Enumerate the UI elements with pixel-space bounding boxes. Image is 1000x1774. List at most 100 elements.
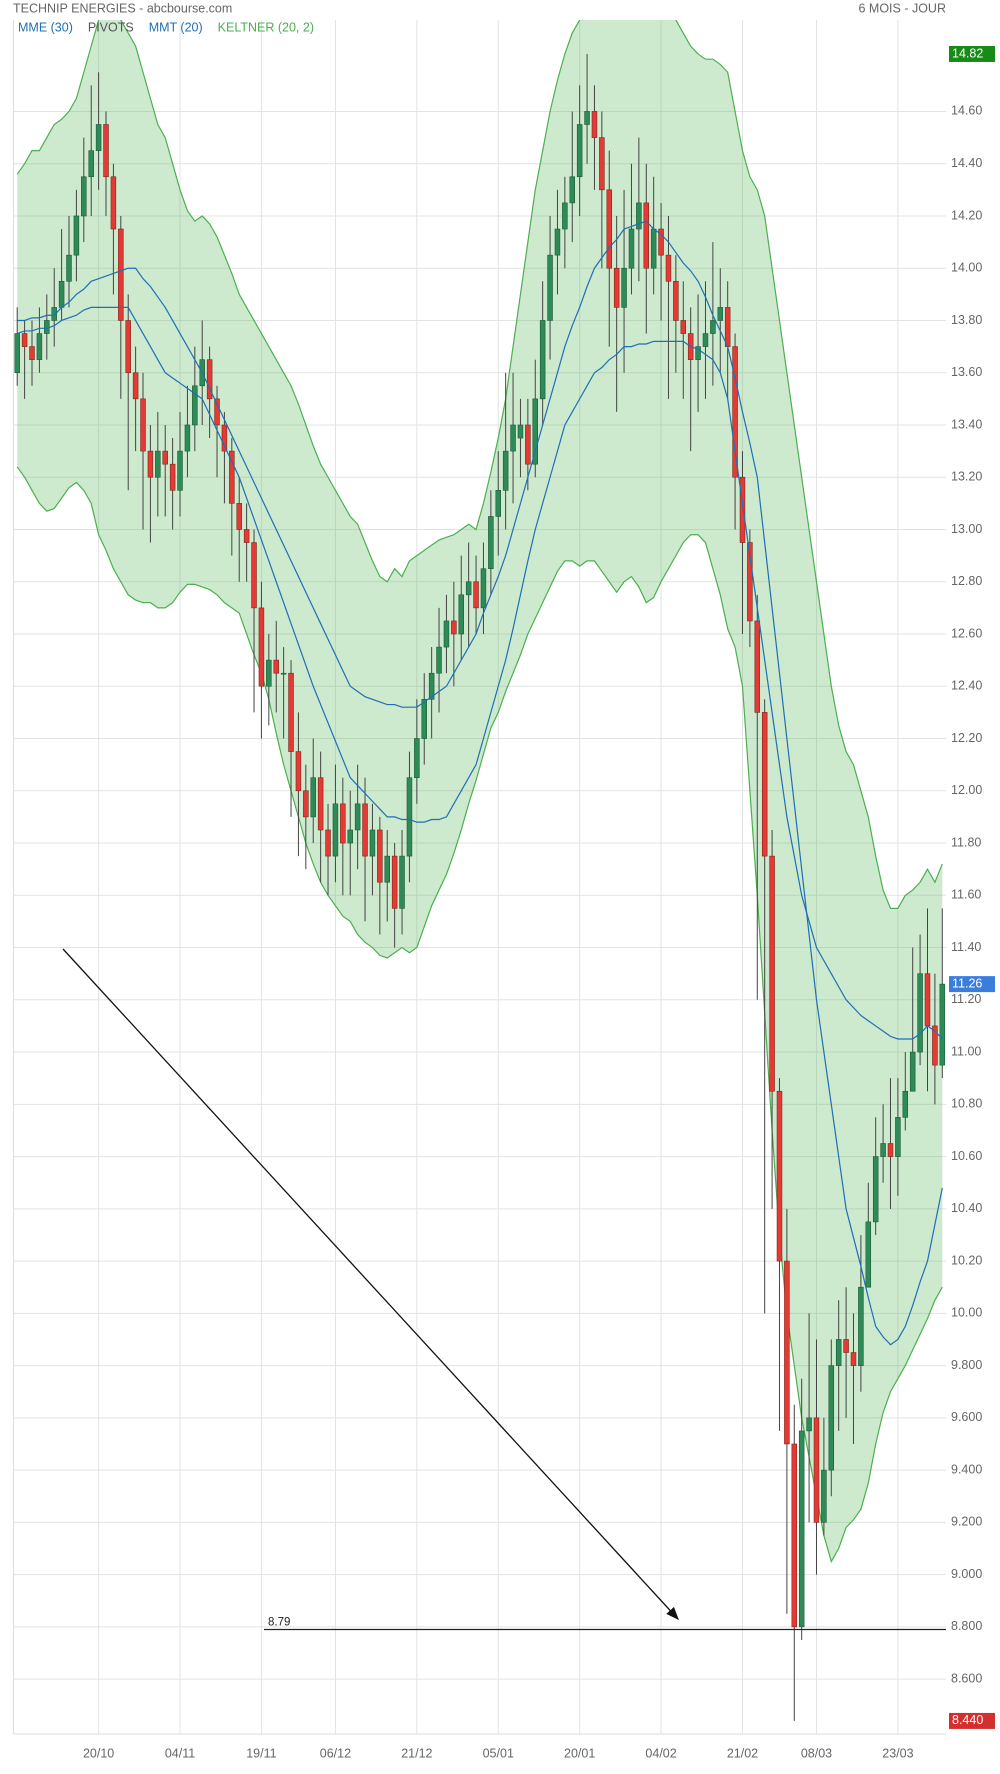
price-marker-label: 8.440	[952, 1713, 983, 1727]
candle-body	[340, 803, 346, 844]
candle-body	[110, 176, 117, 230]
y-tick-label: 8.600	[951, 1671, 982, 1685]
candle-body	[591, 111, 598, 138]
candle-body	[872, 1156, 879, 1223]
candle-body	[502, 450, 509, 491]
candle-body	[887, 1143, 894, 1157]
x-tick-label: 23/03	[882, 1746, 913, 1760]
candle-body	[562, 202, 568, 230]
plot-area	[14, 20, 946, 1721]
y-tick-label: 9.000	[951, 1567, 982, 1581]
candle-body	[428, 672, 435, 700]
candle-body	[369, 829, 376, 857]
y-tick-label: 11.00	[951, 1044, 981, 1058]
candle-body	[473, 581, 479, 609]
keltner-upper	[16, 20, 943, 909]
x-tick-label: 06/12	[320, 1746, 351, 1760]
ma-line	[16, 306, 943, 1040]
trend-arrow	[62, 948, 679, 1620]
candle-body	[717, 307, 724, 321]
candle-body	[458, 594, 464, 635]
candle-body	[902, 1090, 909, 1118]
x-tick-label: 05/01	[483, 1746, 514, 1760]
candle-body	[21, 333, 28, 347]
candle-body	[406, 777, 413, 857]
candle-body	[569, 176, 576, 204]
candle-body	[347, 829, 353, 844]
candle-body	[658, 228, 664, 256]
candle-body	[628, 228, 635, 269]
candle-body	[895, 1117, 901, 1157]
candle-body	[58, 280, 65, 308]
candle-body	[880, 1143, 886, 1157]
candle-body	[140, 398, 146, 452]
y-tick-label: 11.40	[951, 940, 981, 954]
candle-body	[169, 463, 176, 491]
candle-body	[29, 346, 35, 360]
y-tick-label: 13.40	[951, 417, 982, 431]
candle-body	[769, 855, 775, 1092]
candle-body	[81, 176, 87, 217]
y-tick-label: 14.20	[951, 208, 982, 222]
x-tick-label: 20/10	[83, 1746, 114, 1760]
y-tick-label: 10.80	[951, 1097, 982, 1111]
candle-body	[739, 476, 746, 543]
x-tick-label: 08/03	[801, 1746, 832, 1760]
candle-body	[325, 829, 331, 857]
candle-body	[754, 620, 761, 713]
y-tick-label: 13.00	[951, 522, 982, 536]
y-tick-label: 9.800	[951, 1358, 982, 1372]
candle-body	[673, 280, 679, 321]
candle-body	[95, 124, 102, 151]
candle-body	[650, 228, 657, 269]
candle-body	[532, 398, 538, 465]
legend-entry: PIVOTS	[88, 20, 134, 34]
x-tick-label: 04/11	[165, 1746, 195, 1760]
y-tick-label: 12.20	[951, 731, 982, 745]
y-tick-label: 9.200	[951, 1515, 982, 1529]
candle-body	[206, 359, 213, 400]
candle-body	[214, 398, 220, 426]
overlay: 8.600 8.800 9.000 9.200 9.400 9.600 9.800 10.00…	[18, 20, 995, 1760]
candle-body	[932, 1025, 938, 1066]
candle-body	[384, 855, 390, 883]
ma-line	[17, 220, 943, 1346]
candle-body	[251, 542, 257, 609]
candle-body	[443, 620, 450, 648]
candle-body	[436, 646, 442, 674]
candle-body	[858, 1286, 864, 1366]
candle-body	[917, 973, 923, 1053]
candle-body	[73, 215, 80, 256]
y-tick-label: 12.00	[951, 783, 982, 797]
candle-body	[66, 254, 72, 282]
candle-body	[125, 320, 131, 374]
candle-body	[258, 607, 265, 687]
candle-body	[665, 254, 672, 282]
candle-body	[539, 320, 546, 400]
y-tick-label: 8.800	[951, 1619, 982, 1633]
legend-entry: KELTNER (20, 2)	[218, 20, 314, 34]
candle-body	[710, 320, 716, 334]
x-tick-label: 20/01	[564, 1746, 595, 1760]
candle-body	[399, 855, 405, 909]
candle-body	[377, 829, 383, 883]
candle-body	[643, 202, 650, 269]
y-tick-label: 12.80	[951, 574, 982, 588]
y-tick-label: 14.00	[951, 261, 982, 275]
level-label: 8.79	[268, 1617, 290, 1629]
candle-body	[295, 751, 302, 792]
candle-body	[184, 424, 191, 452]
candle-body	[354, 803, 361, 831]
candle-body	[821, 1469, 827, 1523]
candle-body	[488, 516, 494, 569]
y-tick-label: 9.600	[951, 1410, 982, 1424]
y-tick-label: 10.00	[951, 1306, 982, 1320]
candle-body	[613, 267, 620, 308]
chart-subtitle: 6 MOIS - JOUR	[858, 1, 946, 15]
candle-body	[843, 1339, 849, 1353]
candle-body	[695, 346, 701, 360]
candle-body	[621, 267, 627, 308]
candle-body	[177, 450, 183, 491]
candle-body	[391, 855, 398, 909]
price-marker-label: 11.26	[952, 976, 982, 990]
